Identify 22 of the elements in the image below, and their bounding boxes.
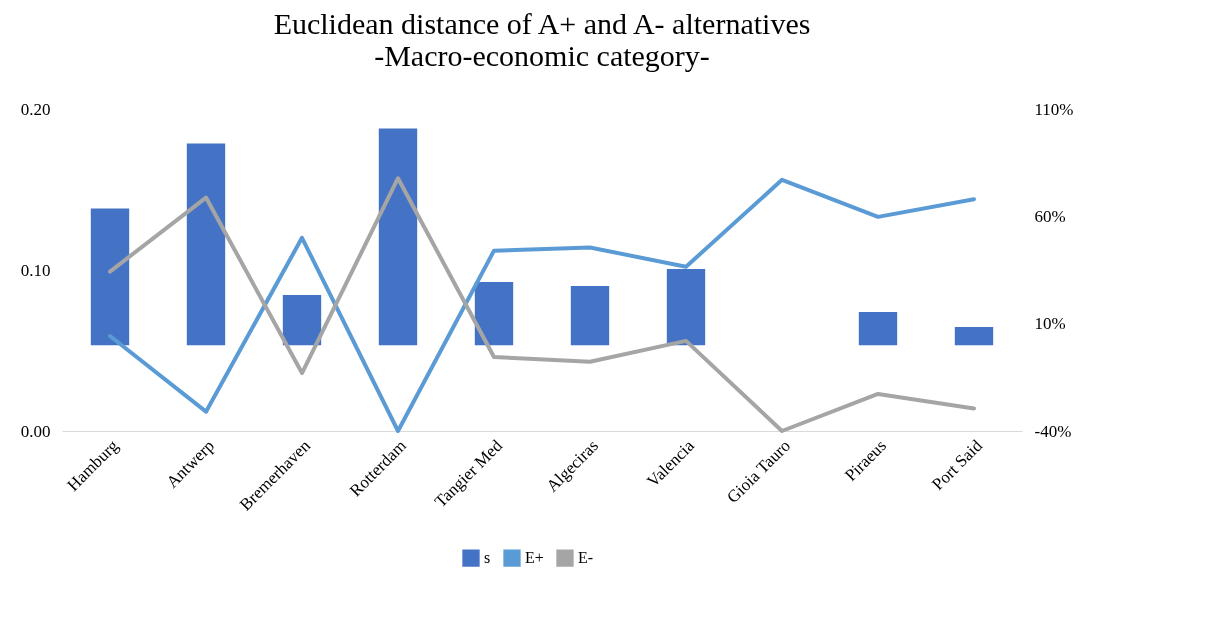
y2-tick-label: 60% [1034, 206, 1066, 226]
y-tick-label: 0.10 [20, 260, 51, 280]
y-tick-label: 0.20 [20, 99, 51, 119]
bar [570, 285, 610, 346]
bar [282, 294, 322, 346]
y2-tick-label: -40% [1034, 421, 1072, 441]
chart-subtitle: -Macro-economic category- [374, 39, 710, 72]
bar [474, 282, 514, 346]
bar [954, 327, 994, 346]
chart-title: Euclidean distance of A+ and A- alternatives [273, 7, 811, 40]
y2-tick-label: 110% [1034, 99, 1074, 119]
x-tick-label: Port Said [928, 435, 987, 494]
y-tick-label: 0.00 [20, 421, 51, 441]
bar [90, 208, 130, 346]
legend-label: E+ [525, 549, 544, 567]
legend-label: s [484, 549, 491, 567]
legend-label: E- [578, 549, 594, 567]
bar [666, 268, 706, 346]
y2-tick-label: 10% [1034, 314, 1066, 334]
bar [186, 143, 226, 346]
bar [858, 312, 898, 346]
bar [378, 128, 418, 346]
